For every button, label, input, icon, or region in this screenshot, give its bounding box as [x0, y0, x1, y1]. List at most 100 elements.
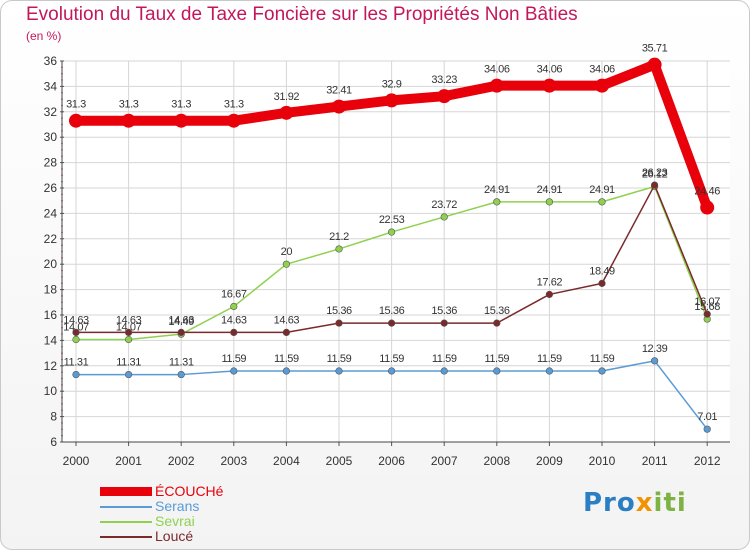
- data-point-1: [388, 367, 396, 375]
- x-tick-label: 2006: [378, 454, 405, 468]
- data-label-3: 15.36: [379, 305, 405, 317]
- data-point-0: [437, 89, 452, 104]
- data-point-1: [282, 367, 291, 375]
- data-label-2: 24.91: [484, 184, 510, 196]
- data-point-1: [177, 370, 185, 379]
- data-point-0: [69, 113, 83, 128]
- data-label-1: 11.31: [64, 357, 89, 369]
- data-point-1: [598, 367, 606, 375]
- data-label-1: 11.31: [169, 357, 194, 369]
- data-point-0: [332, 99, 346, 114]
- data-label-2: 16.67: [221, 288, 247, 300]
- data-point-0: [489, 78, 504, 93]
- data-label-0: 35.71: [642, 43, 668, 55]
- data-label-3: 14.63: [168, 314, 194, 326]
- data-label-0: 24.46: [694, 186, 720, 198]
- legend-swatch: [100, 535, 152, 538]
- data-label-2: 15.68: [694, 301, 720, 313]
- legend-item: Loucé: [100, 529, 223, 544]
- data-point-3: [230, 328, 238, 336]
- data-label-1: 11.59: [379, 353, 404, 365]
- data-label-1: 11.59: [590, 353, 615, 365]
- chart-title: Evolution du Taux de Taxe Foncière sur l…: [26, 4, 578, 25]
- legend-label: Loucé: [155, 528, 194, 544]
- data-point-1: [440, 367, 448, 375]
- data-label-3: 14.63: [116, 314, 142, 326]
- data-point-2: [72, 335, 80, 344]
- legend-swatch: [100, 520, 152, 523]
- data-point-3: [388, 319, 396, 327]
- data-label-3: 15.36: [484, 305, 510, 317]
- data-point-1: [230, 367, 238, 375]
- data-point-2: [493, 198, 501, 206]
- x-tick-label: 2001: [115, 454, 142, 468]
- y-tick-label: 30: [44, 130, 58, 144]
- data-label-2: 26.12: [642, 168, 668, 180]
- data-label-3: 18.49: [589, 265, 615, 277]
- y-tick-label: 8: [50, 410, 57, 424]
- data-point-0: [542, 78, 557, 93]
- data-point-1: [72, 370, 80, 379]
- data-label-3: 14.63: [221, 314, 247, 326]
- legend-item: Sevrai: [100, 514, 223, 529]
- x-tick-label: 2012: [694, 454, 721, 468]
- data-point-0: [647, 57, 662, 72]
- y-tick-label: 22: [44, 232, 58, 246]
- data-point-1: [545, 367, 554, 375]
- data-point-1: [125, 370, 133, 379]
- data-point-2: [335, 245, 343, 253]
- x-tick-label: 2003: [220, 454, 247, 468]
- logo-part-pro: Pro: [583, 488, 636, 518]
- x-tick-label: 2000: [63, 454, 90, 468]
- data-label-2: 22.53: [379, 214, 405, 226]
- data-point-0: [595, 78, 609, 93]
- data-label-1: 7.01: [697, 411, 717, 423]
- y-tick-label: 36: [44, 54, 58, 68]
- data-label-0: 33.23: [431, 74, 457, 86]
- data-point-3: [545, 290, 554, 299]
- data-point-0: [384, 93, 399, 108]
- x-tick-label: 2004: [273, 454, 300, 468]
- y-tick-label: 26: [44, 181, 58, 195]
- legend-swatch: [100, 487, 152, 496]
- x-tick-label: 2005: [326, 454, 353, 468]
- data-point-2: [598, 198, 606, 206]
- data-point-3: [493, 319, 501, 327]
- logo-part-x: x: [635, 488, 654, 518]
- unit-label: (en %): [26, 29, 62, 43]
- x-tick-label: 2010: [589, 454, 616, 468]
- data-label-0: 31.3: [224, 99, 244, 111]
- data-point-0: [279, 105, 294, 120]
- data-point-2: [230, 302, 238, 311]
- data-label-2: 23.72: [431, 199, 457, 211]
- y-tick-label: 14: [44, 333, 58, 347]
- data-point-2: [282, 260, 291, 268]
- data-label-3: 17.62: [537, 276, 563, 288]
- data-label-3: 15.36: [431, 305, 457, 317]
- x-tick-label: 2011: [642, 454, 668, 468]
- data-label-2: 20: [281, 246, 293, 258]
- y-tick-label: 28: [44, 156, 58, 170]
- data-label-3: 26.23: [642, 167, 668, 179]
- data-point-1: [650, 357, 659, 365]
- data-point-3: [440, 319, 448, 327]
- data-point-2: [545, 198, 554, 206]
- data-point-0: [174, 113, 189, 128]
- data-point-3: [282, 328, 291, 336]
- data-point-1: [703, 425, 711, 433]
- data-label-0: 31.3: [66, 99, 86, 111]
- data-point-2: [388, 228, 396, 236]
- y-tick-label: 24: [44, 206, 58, 220]
- data-label-0: 31.3: [119, 99, 139, 111]
- data-point-0: [121, 113, 136, 128]
- x-tick-label: 2008: [483, 454, 510, 468]
- data-point-3: [177, 328, 185, 336]
- x-tick-label: 2007: [431, 454, 458, 468]
- y-tick-label: 12: [44, 359, 58, 373]
- legend-label: Serans: [155, 498, 200, 514]
- data-label-2: 14.07: [116, 322, 142, 334]
- data-label-2: 14.49: [168, 316, 194, 328]
- data-label-0: 34.06: [537, 64, 563, 76]
- x-tick-label: 2009: [536, 454, 563, 468]
